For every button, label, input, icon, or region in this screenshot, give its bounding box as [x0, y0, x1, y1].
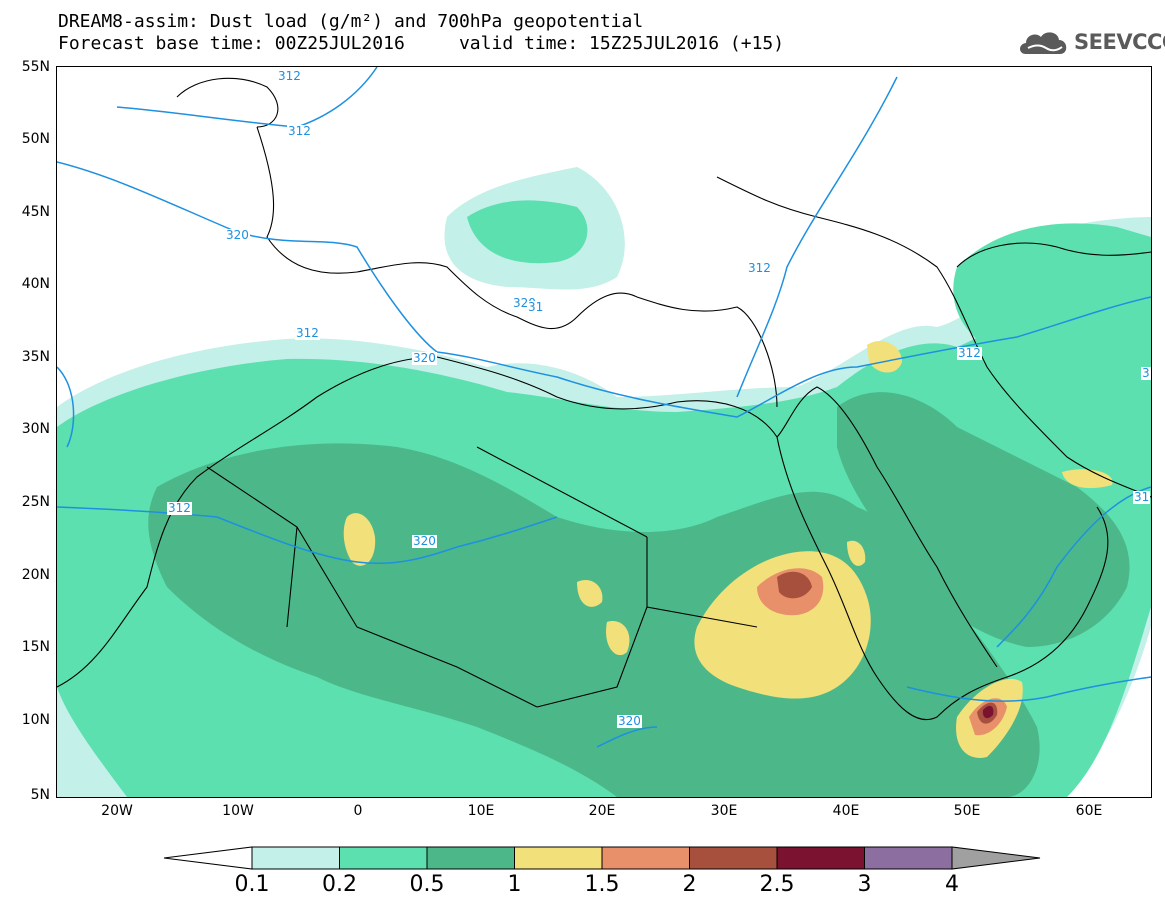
contour-label: 320 — [412, 534, 437, 548]
colorbar — [163, 846, 1041, 870]
lon-tick-label: 20W — [101, 803, 133, 819]
dust-level-1-c2 — [847, 540, 866, 566]
lon-tick-label: 50E — [953, 803, 981, 819]
contour-label: 31 — [1133, 490, 1151, 504]
logo-text: SEEVCCC — [1074, 30, 1165, 54]
colorbar-label: 2.5 — [759, 872, 795, 897]
lon-tick-label: 60E — [1075, 803, 1103, 819]
colorbar-cell — [251, 846, 340, 870]
colorbar-cell — [776, 846, 865, 870]
colorbar-cell — [601, 846, 690, 870]
dust-field — [57, 67, 1151, 797]
dust-level-1-sudan — [694, 551, 871, 699]
contour-label: 312 — [747, 261, 772, 275]
contour-label: 312 — [287, 124, 312, 138]
lat-tick-label: 30N — [21, 421, 50, 437]
lon-tick-label: 40E — [832, 803, 860, 819]
lon-tick-label: 20E — [588, 803, 616, 819]
colorbar-label: 0.2 — [322, 872, 357, 897]
forecast-time-line: Forecast base time: 00Z25JUL2016 valid t… — [58, 33, 785, 54]
dust-level-0.2-med — [467, 200, 588, 264]
contour-label: 312 — [167, 501, 192, 515]
coastlines — [57, 77, 1151, 721]
lat-tick-label: 25N — [21, 494, 50, 510]
dust-level-1-a — [343, 513, 376, 566]
lat-tick-label: 50N — [21, 131, 50, 147]
dust-map: 3203123203123203123203123123203123123131 — [56, 66, 1152, 798]
lat-tick-label: 45N — [21, 204, 50, 220]
contour-label: 31 — [527, 300, 545, 314]
contour-label: 312 — [295, 326, 320, 340]
seevccc-logo: SEEVCCC — [1016, 26, 1165, 60]
colorbar-cell — [689, 846, 778, 870]
lat-tick-label: 20N — [21, 567, 50, 583]
cloud-icon — [1020, 32, 1067, 54]
contour-label: 320 — [412, 351, 437, 365]
contour-label: 312 — [1141, 367, 1151, 380]
colorbar-cell — [514, 846, 603, 870]
contour-label: 312 — [277, 69, 302, 83]
colorbar-cell — [864, 846, 953, 870]
dust-level-2 — [777, 571, 812, 599]
lon-tick-label: 30E — [710, 803, 738, 819]
colorbar-cells — [251, 846, 953, 870]
contour-label: 320 — [617, 714, 642, 728]
lat-tick-label: 35N — [21, 349, 50, 365]
colorbar-cell — [426, 846, 515, 870]
lat-tick-label: 15N — [21, 639, 50, 655]
dust-level-0.2-caspian — [953, 223, 1151, 356]
dust-level-1-iraq — [867, 341, 902, 373]
lon-tick-label: 0 — [353, 803, 363, 819]
colorbar-label: 0.1 — [234, 872, 270, 897]
lat-tick-label: 10N — [21, 712, 50, 728]
colorbar-label: 1 — [507, 872, 522, 897]
contour-label: 312 — [957, 346, 982, 360]
lat-tick-label: 5N — [30, 787, 50, 803]
colorbar-label: 0.5 — [409, 872, 445, 897]
colorbar-label: 4 — [945, 872, 959, 897]
dust-level-1-b — [577, 579, 603, 607]
colorbar-cell — [339, 846, 428, 870]
colorbar-label: 2 — [682, 872, 697, 897]
contour-label: 320 — [225, 228, 250, 242]
lat-tick-label: 40N — [21, 276, 50, 292]
dust-level-1-gulf — [1062, 469, 1113, 489]
dust-level-0.5-arabia — [837, 392, 1130, 647]
lon-tick-label: 10E — [467, 803, 495, 819]
colorbar-left-arrow — [163, 846, 253, 870]
lat-tick-label: 55N — [21, 59, 50, 75]
colorbar-label: 3 — [857, 872, 872, 897]
dust-level-1-c — [606, 621, 630, 656]
map-title: DREAM8-assim: Dust load (g/m²) and 700hP… — [58, 11, 644, 32]
dust-level-2.5 — [982, 705, 994, 719]
colorbar-label: 1.5 — [584, 872, 620, 897]
lon-tick-label: 10W — [222, 803, 254, 819]
colorbar-right-arrow — [951, 846, 1041, 870]
